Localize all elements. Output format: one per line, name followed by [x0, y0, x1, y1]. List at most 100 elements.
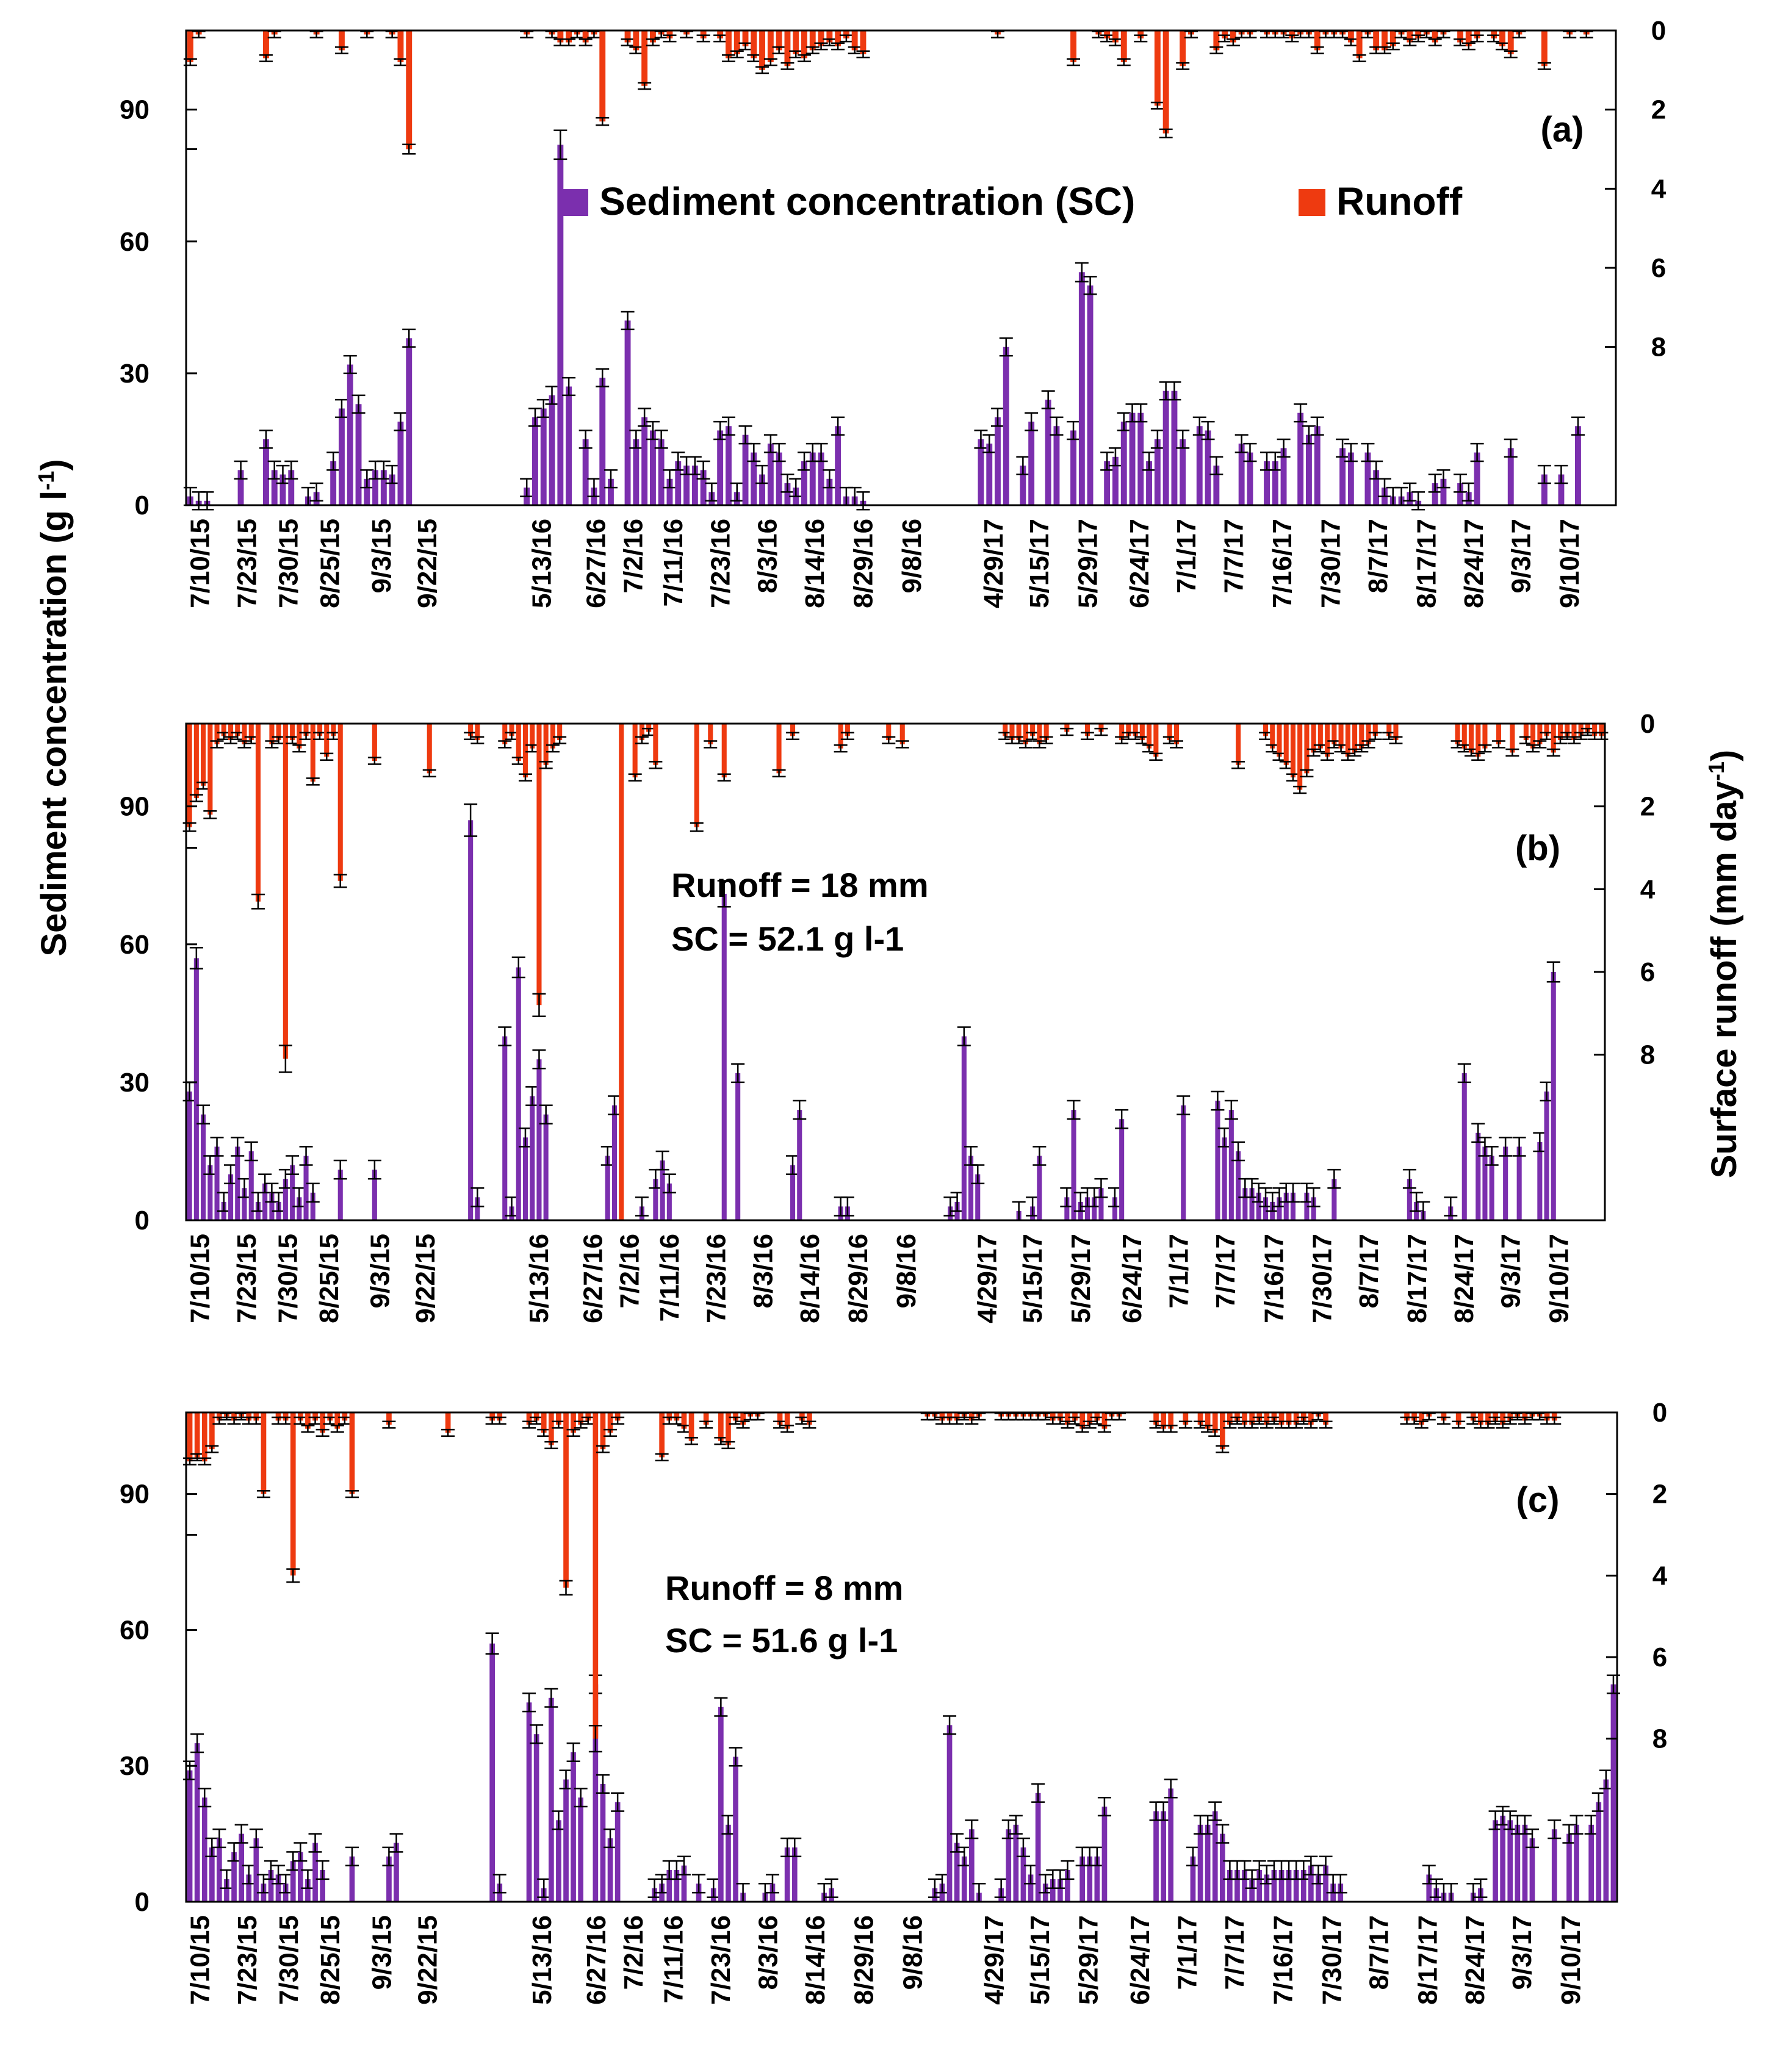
sc-error-bar — [999, 337, 1013, 357]
runoff-bar — [1441, 1412, 1447, 1421]
runoff-error-bar — [638, 82, 652, 90]
sc-bar — [1112, 456, 1119, 505]
sc-bar — [1215, 1101, 1220, 1220]
right-axis-title: Surface runoff (mm day-1) — [1704, 750, 1744, 1178]
sc-bar — [372, 470, 378, 505]
sc-bar — [288, 470, 295, 505]
sc-bar — [235, 1146, 240, 1220]
sc-error-bar — [545, 386, 559, 405]
sc-bar — [1222, 1137, 1227, 1220]
x-tick-label: 5/13/16 — [524, 1234, 554, 1323]
left-tick-label: 30 — [120, 1068, 150, 1098]
sc-error-bar — [1571, 416, 1585, 436]
runoff-bar — [445, 1412, 451, 1433]
sc-bar — [1190, 1856, 1196, 1902]
runoff-error-bar — [1238, 1420, 1252, 1429]
sc-error-bar — [705, 482, 719, 502]
runoff-error-bar — [646, 38, 660, 46]
runoff-error-bar — [1080, 732, 1094, 741]
runoff-bar — [607, 1412, 613, 1433]
runoff-error-bar — [1260, 31, 1274, 38]
sc-bar — [1507, 1820, 1513, 1902]
x-tick-label: 8/24/17 — [1460, 1915, 1490, 2005]
runoff-error-bar — [1319, 31, 1333, 38]
runoff-error-bar — [1394, 31, 1408, 38]
runoff-bar — [541, 1412, 547, 1433]
runoff-bar — [742, 31, 749, 46]
runoff-bar — [1474, 31, 1480, 38]
runoff-error-bar — [1216, 1445, 1230, 1453]
runoff-error-bar — [553, 736, 567, 744]
sc-bar — [1162, 390, 1169, 505]
sc-bar — [578, 1797, 583, 1902]
runoff-bar — [235, 724, 240, 736]
runoff-bars — [183, 1412, 1562, 1753]
runoff-error-bar — [1115, 736, 1129, 744]
runoff-bar — [502, 724, 508, 744]
runoff-bar — [1119, 724, 1125, 741]
runoff-bar — [1293, 1412, 1299, 1425]
sc-error-bar — [279, 1874, 293, 1894]
sc-error-bar — [470, 1187, 485, 1207]
runoff-error-bar — [1321, 752, 1335, 761]
runoff-bar — [1030, 724, 1036, 736]
sc-bar — [721, 893, 727, 1220]
sc-bar — [563, 1779, 569, 1902]
runoff-bar — [1372, 724, 1378, 736]
x-axis: 7/10/15 7/23/15 7/30/15 8/25/15 9/3/15 9/22/1… — [185, 1234, 1574, 1323]
runoff-bar — [1493, 1412, 1498, 1421]
legend-runoff-label: Runoff — [1336, 179, 1463, 223]
sc-error-bar — [528, 408, 542, 427]
runoff-bar — [1154, 31, 1161, 106]
runoff-error-bar — [721, 1441, 735, 1450]
runoff-bar — [1537, 724, 1543, 744]
sc-error-bar — [772, 442, 786, 462]
sc-bar — [475, 1197, 480, 1220]
sc-error-bar — [1606, 1674, 1620, 1694]
sc-bar — [600, 1783, 606, 1902]
right-tick-label: 8 — [1652, 1724, 1667, 1754]
sc-bar — [717, 430, 724, 505]
left-tick-label: 0 — [135, 1206, 150, 1236]
runoff-bar — [659, 1412, 665, 1458]
sc-bar — [406, 338, 413, 505]
runoff-bar — [639, 724, 644, 741]
sc-bar — [1129, 412, 1136, 505]
runoff-bar — [217, 1412, 222, 1421]
x-tick-label: 8/25/15 — [314, 1234, 344, 1323]
runoff-bars — [183, 31, 1593, 155]
sc-bar — [1306, 434, 1312, 505]
x-tick-label: 7/23/15 — [232, 1234, 262, 1323]
sc-bar — [263, 439, 269, 505]
sc-bar — [1500, 1815, 1505, 1902]
sc-error-bar — [385, 464, 399, 484]
sc-bar — [242, 1188, 247, 1220]
sc-error-bar — [1134, 403, 1148, 423]
runoff-bar — [767, 31, 774, 62]
sc-error-bar — [1001, 1819, 1015, 1840]
sc-bar — [1045, 400, 1051, 505]
runoff-bar — [1565, 724, 1570, 736]
runoff-error-bar — [1100, 34, 1114, 43]
runoff-error-bar — [301, 1425, 315, 1433]
sc-bar — [1065, 1870, 1070, 1902]
x-tick-label: 9/8/16 — [892, 1234, 921, 1308]
runoff-bar — [214, 724, 220, 744]
runoff-error-bar — [789, 50, 803, 59]
sc-error-bar — [755, 464, 769, 484]
runoff-error-bar — [1209, 46, 1223, 54]
sc-error-bar — [367, 1159, 381, 1180]
sc-bar — [1087, 1856, 1093, 1902]
sc-bar — [386, 1856, 392, 1902]
sc-bar — [1247, 452, 1253, 505]
sc-error-bar — [532, 1049, 546, 1070]
sc-bar — [978, 439, 984, 505]
runoff-error-bar — [1567, 736, 1581, 744]
runoff-bar — [1180, 31, 1186, 67]
sc-error-bar — [1546, 961, 1560, 983]
sc-error-bar — [1485, 1146, 1499, 1166]
sc-bar — [239, 1833, 244, 1902]
sc-error-bar — [1548, 1819, 1562, 1840]
left-tick-label: 90 — [120, 792, 150, 822]
sc-bar — [207, 1165, 213, 1220]
